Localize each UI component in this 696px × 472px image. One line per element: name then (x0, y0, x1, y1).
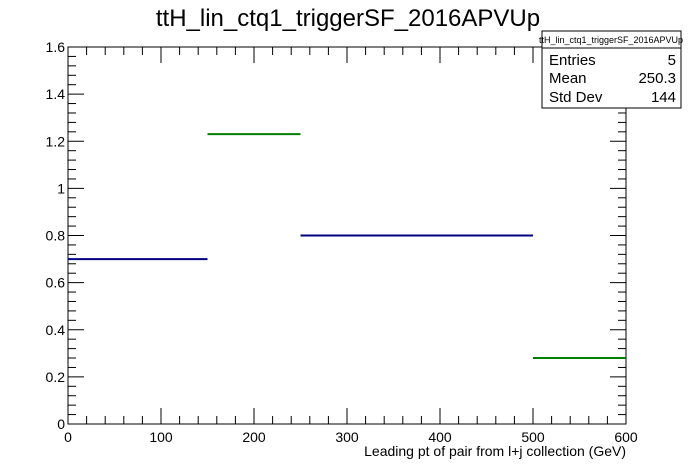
x-tick-label: 100 (149, 429, 173, 445)
chart-title: ttH_lin_ctq1_triggerSF_2016APVUp (156, 5, 540, 32)
stats-mean-label: Mean (549, 70, 587, 87)
stats-title: ttH_lin_ctq1_triggerSF_2016APVUp (539, 35, 683, 45)
y-tick-label: 0 (57, 416, 65, 432)
histogram-bins (68, 133, 626, 360)
x-tick-label: 0 (64, 429, 72, 445)
x-axis-label: Leading pt of pair from l+j collection (… (364, 443, 626, 459)
stats-mean-value: 250.3 (638, 70, 676, 87)
y-tick-label: 0.4 (46, 322, 66, 338)
y-tick-label: 1 (57, 180, 65, 196)
y-tick-label: 0.8 (46, 228, 66, 244)
x-tick-label: 300 (335, 429, 359, 445)
x-axis: 0 100 200 300 400 500 600 (64, 47, 638, 445)
y-tick-label: 1.4 (46, 86, 66, 102)
stats-entries-value: 5 (668, 52, 676, 69)
y-tick-label: 0.2 (46, 369, 66, 385)
y-tick-label: 1.2 (46, 133, 66, 149)
y-axis: 0 0.2 0.4 0.6 0.8 1 1.2 1.4 1.6 (46, 39, 626, 432)
x-tick-label: 200 (242, 429, 266, 445)
stats-stddev-label: Std Dev (549, 89, 603, 106)
y-tick-label: 1.6 (46, 39, 66, 55)
x-tick-label: 600 (614, 429, 638, 445)
x-tick-label: 500 (521, 429, 545, 445)
stats-box-frame (541, 30, 682, 109)
stats-entries-label: Entries (549, 52, 596, 69)
x-tick-label: 400 (428, 429, 452, 445)
y-tick-label: 0.6 (46, 275, 66, 291)
stats-box: ttH_lin_ctq1_triggerSF_2016APVUp Entries… (539, 30, 683, 109)
stats-stddev-value: 144 (651, 89, 676, 106)
